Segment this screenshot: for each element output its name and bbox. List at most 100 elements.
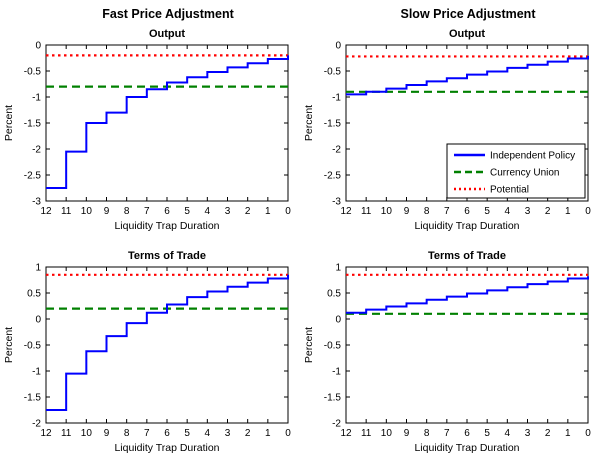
x-tick-label: 1 xyxy=(565,206,571,217)
x-tick-label: 5 xyxy=(484,206,490,217)
x-tick-label: 6 xyxy=(464,428,470,439)
legend-label: Potential xyxy=(490,185,529,196)
y-tick-label: 0.5 xyxy=(27,289,41,300)
x-tick-label: 9 xyxy=(404,206,410,217)
y-axis-label: Percent xyxy=(3,327,15,363)
y-tick-label: -1.5 xyxy=(324,393,342,404)
x-tick-label: 4 xyxy=(505,428,511,439)
x-tick-label: 3 xyxy=(525,428,531,439)
y-tick-label: -3 xyxy=(332,197,341,208)
independent-policy-line xyxy=(46,55,289,189)
independent-policy-line xyxy=(346,55,589,96)
y-tick-label: 0 xyxy=(35,315,41,326)
x-tick-label: 8 xyxy=(424,206,430,217)
x-tick-label: 4 xyxy=(505,206,511,217)
x-tick-label: 4 xyxy=(205,428,211,439)
y-tick-label: -2 xyxy=(332,419,341,430)
subplot-title: Terms of Trade xyxy=(128,250,206,262)
x-tick-label: 0 xyxy=(585,206,591,217)
y-tick-label: -2.5 xyxy=(324,171,342,182)
x-tick-label: 3 xyxy=(525,206,531,217)
x-tick-label: 9 xyxy=(404,428,410,439)
y-tick-label: -2 xyxy=(332,145,341,156)
x-tick-label: 1 xyxy=(265,428,271,439)
y-tick-label: -1.5 xyxy=(24,393,42,404)
x-tick-label: 12 xyxy=(340,206,352,217)
x-tick-label: 5 xyxy=(484,428,490,439)
x-tick-label: 12 xyxy=(40,428,52,439)
axes-box xyxy=(345,266,589,424)
y-tick-label: -0.5 xyxy=(324,67,342,78)
x-tick-label: 6 xyxy=(464,206,470,217)
x-tick-label: 3 xyxy=(225,206,231,217)
x-tick-label: 0 xyxy=(585,428,591,439)
x-tick-label: 7 xyxy=(144,206,150,217)
column-title-fast: Fast Price Adjustment xyxy=(102,7,234,21)
x-tick-label: 8 xyxy=(124,428,130,439)
y-tick-label: -3 xyxy=(32,197,41,208)
x-tick-label: 2 xyxy=(545,428,551,439)
x-tick-label: 2 xyxy=(545,206,551,217)
x-tick-label: 11 xyxy=(61,206,72,217)
x-axis-label: Liquidity Trap Duration xyxy=(114,220,219,232)
subplot-title: Output xyxy=(449,28,485,40)
x-tick-label: 10 xyxy=(381,206,393,217)
y-tick-label: -0.5 xyxy=(24,341,42,352)
x-tick-label: 11 xyxy=(361,428,372,439)
y-tick-label: 1 xyxy=(35,263,41,274)
y-tick-label: -1.5 xyxy=(24,119,42,130)
x-tick-label: 10 xyxy=(381,428,393,439)
x-tick-label: 8 xyxy=(424,428,430,439)
y-tick-label: -1.5 xyxy=(324,119,342,130)
x-tick-label: 0 xyxy=(285,206,291,217)
x-axis-label: Liquidity Trap Duration xyxy=(114,442,219,454)
x-tick-label: 9 xyxy=(104,206,110,217)
y-tick-label: 0 xyxy=(35,41,41,52)
axes-box xyxy=(45,44,289,202)
x-tick-label: 10 xyxy=(81,206,93,217)
x-tick-label: 11 xyxy=(361,206,372,217)
y-tick-label: -2 xyxy=(32,419,41,430)
x-tick-label: 6 xyxy=(164,206,170,217)
x-tick-label: 8 xyxy=(124,206,130,217)
y-axis-label: Percent xyxy=(303,327,315,363)
x-axis-label: Liquidity Trap Duration xyxy=(414,220,519,232)
x-tick-label: 7 xyxy=(444,206,450,217)
column-title-slow: Slow Price Adjustment xyxy=(400,7,536,21)
legend-label: Independent Policy xyxy=(490,151,575,162)
x-tick-label: 4 xyxy=(205,206,211,217)
y-tick-label: -1 xyxy=(32,367,41,378)
y-tick-label: 1 xyxy=(335,263,341,274)
x-tick-label: 1 xyxy=(265,206,271,217)
y-tick-label: 0 xyxy=(335,41,341,52)
x-tick-label: 6 xyxy=(164,428,170,439)
y-axis-label: Percent xyxy=(303,105,315,141)
x-tick-label: 2 xyxy=(245,206,251,217)
y-tick-label: -1 xyxy=(32,93,41,104)
x-tick-label: 0 xyxy=(285,428,291,439)
x-tick-label: 1 xyxy=(565,428,571,439)
x-tick-label: 7 xyxy=(444,428,450,439)
y-tick-label: 0 xyxy=(335,315,341,326)
y-tick-label: -0.5 xyxy=(24,67,42,78)
x-axis-label: Liquidity Trap Duration xyxy=(414,442,519,454)
axes-box xyxy=(45,266,289,424)
y-tick-label: -1 xyxy=(332,367,341,378)
y-tick-label: -2.5 xyxy=(24,171,42,182)
x-tick-label: 10 xyxy=(81,428,93,439)
x-tick-label: 5 xyxy=(184,206,190,217)
column-headers: Fast Price Adjustment Slow Price Adjustm… xyxy=(0,0,600,21)
y-tick-label: 0.5 xyxy=(327,289,341,300)
y-axis-label: Percent xyxy=(3,105,15,141)
x-tick-label: 9 xyxy=(104,428,110,439)
x-tick-label: 2 xyxy=(245,428,251,439)
x-tick-label: 12 xyxy=(340,428,352,439)
x-tick-label: 5 xyxy=(184,428,190,439)
x-tick-label: 7 xyxy=(144,428,150,439)
subplot-title: Terms of Trade xyxy=(428,250,506,262)
